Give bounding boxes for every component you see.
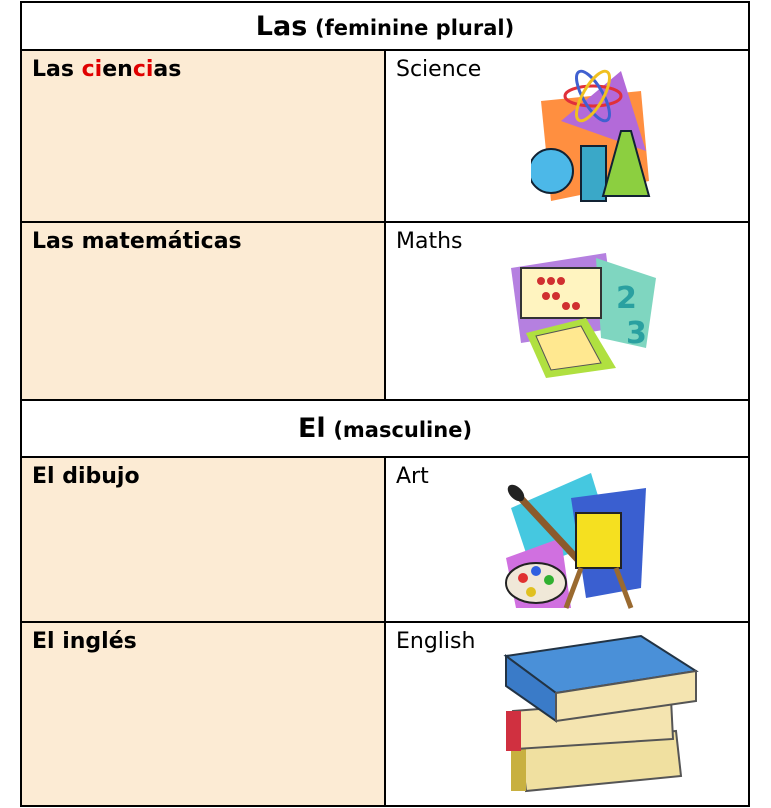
spanish-part: El inglés [32, 629, 137, 654]
english: English [396, 629, 476, 654]
vocab-table: Las (feminine plural) Las ciencias Scien… [20, 1, 750, 807]
english: Science [396, 57, 482, 82]
header-cell: Las (feminine plural) [20, 1, 750, 51]
spanish-part: ci [132, 57, 154, 82]
spanish-cell: Las matemáticas [20, 221, 386, 401]
row: Las ciencias Science [20, 49, 750, 223]
maths-icon: 23 [511, 253, 656, 378]
spanish-cell: El inglés [20, 621, 386, 807]
header-cell: El (masculine) [20, 399, 750, 458]
article: Las [255, 10, 308, 42]
note: (masculine) [333, 418, 473, 442]
spanish-cell: El dibujo [20, 456, 386, 623]
english-cell: Science [384, 49, 750, 223]
spanish-part: en [102, 57, 133, 82]
svg-text:2: 2 [616, 281, 637, 316]
row: El dibujo Art [20, 456, 750, 623]
spanish-part: as [153, 57, 182, 82]
section-header: Las (feminine plural) [20, 1, 750, 51]
science-icon [531, 69, 651, 202]
english: Maths [396, 229, 463, 254]
svg-text:3: 3 [626, 316, 647, 351]
english: Art [396, 464, 429, 489]
english-cell: Art [384, 456, 750, 623]
spanish-part: El dibujo [32, 464, 140, 489]
english-cell: English [384, 621, 750, 807]
note: (feminine plural) [314, 15, 515, 40]
row: El inglés English [20, 621, 750, 807]
books-icon [503, 634, 699, 793]
spanish-cell: Las ciencias [20, 49, 386, 223]
spanish-part: Las [32, 57, 82, 82]
spanish-part: ci [81, 57, 103, 82]
section-header: El (masculine) [20, 399, 750, 458]
spanish-part: Las matemáticas [32, 229, 242, 254]
art-icon [505, 473, 646, 609]
article: El [297, 413, 326, 444]
